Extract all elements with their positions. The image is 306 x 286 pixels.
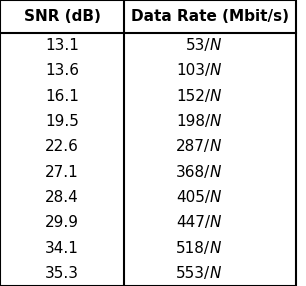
Text: 553/: 553/	[176, 266, 210, 281]
Text: 152/: 152/	[176, 89, 210, 104]
Text: 22.6: 22.6	[45, 139, 79, 154]
Text: 34.1: 34.1	[45, 241, 79, 255]
Text: 198/: 198/	[176, 114, 210, 129]
Text: N: N	[210, 89, 221, 104]
Text: Data Rate (Mbit/s): Data Rate (Mbit/s)	[131, 9, 289, 24]
Text: N: N	[210, 241, 221, 255]
Text: 35.3: 35.3	[45, 266, 79, 281]
Text: N: N	[210, 139, 221, 154]
Text: 28.4: 28.4	[45, 190, 79, 205]
Text: 13.1: 13.1	[45, 38, 79, 53]
Text: 29.9: 29.9	[45, 215, 79, 230]
Text: N: N	[210, 190, 221, 205]
Text: 103/: 103/	[176, 63, 210, 78]
Text: N: N	[210, 114, 221, 129]
Text: 447/: 447/	[176, 215, 210, 230]
Text: N: N	[210, 266, 221, 281]
Text: 19.5: 19.5	[45, 114, 79, 129]
Text: N: N	[210, 63, 221, 78]
Text: 287/: 287/	[176, 139, 210, 154]
Text: 16.1: 16.1	[45, 89, 79, 104]
Text: 368/: 368/	[176, 165, 210, 180]
Text: 13.6: 13.6	[45, 63, 79, 78]
Text: 53/: 53/	[185, 38, 210, 53]
Text: 27.1: 27.1	[45, 165, 79, 180]
Text: 405/: 405/	[176, 190, 210, 205]
Text: 518/: 518/	[176, 241, 210, 255]
Text: N: N	[210, 165, 221, 180]
Text: N: N	[210, 38, 221, 53]
Text: SNR (dB): SNR (dB)	[24, 9, 101, 24]
Text: N: N	[210, 215, 221, 230]
